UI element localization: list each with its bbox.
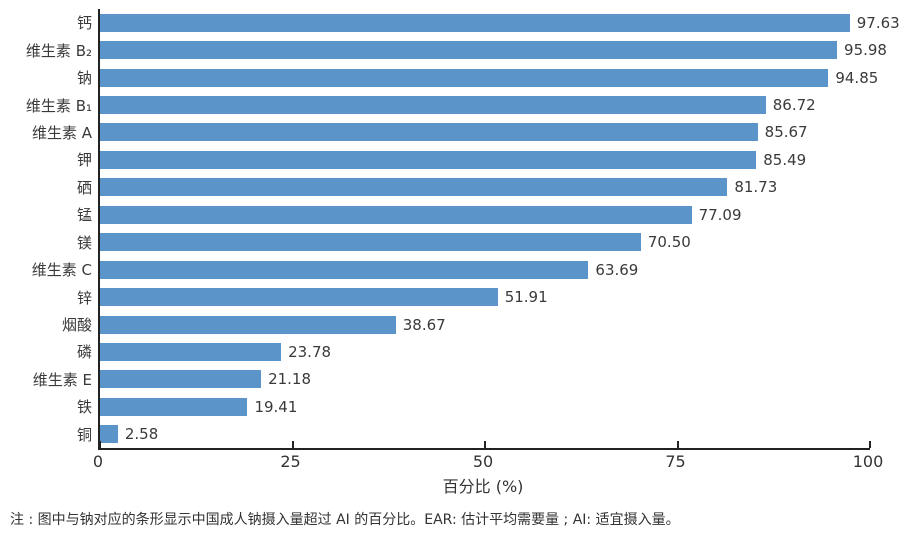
bar [98,150,757,169]
tick-label: 25 [280,452,301,471]
bar-track: 19.41 [98,393,868,420]
chart-row: 硒 81.73 [0,174,880,201]
value-label: 86.72 [772,96,816,115]
chart-row: 维生素 B₁ 86.72 [0,91,880,118]
category-label: 磷 [76,343,92,362]
chart-row: 维生素 B₂ 95.98 [0,36,887,63]
value-label: 94.85 [835,68,879,87]
value-label: 95.98 [844,41,887,60]
value-label: 38.67 [402,315,446,334]
tick-label: 50 [472,452,494,471]
bar [98,41,838,60]
value-label: 51.91 [504,288,548,307]
chart-row: 铁 19.41 [0,393,880,420]
bar [98,288,498,307]
bar [98,425,118,444]
bar-track: 81.73 [98,174,868,201]
tick-label: 0 [92,452,104,471]
chart-row: 铜 2.58 [0,421,880,448]
chart-row: 锌 51.91 [0,283,880,310]
value-label: 23.78 [288,342,332,361]
value-label: 77.09 [698,205,742,224]
value-label: 70.50 [647,233,691,252]
category-label: 硒 [76,178,92,197]
bar-track: 86.72 [98,91,868,118]
bar [98,370,262,389]
bar-track: 63.69 [98,256,868,283]
tick-label: 75 [665,452,686,471]
tick-label: 100 [852,452,884,471]
category-label: 维生素 A [31,123,92,142]
value-label: 85.49 [763,150,807,169]
category-label: 烟酸 [61,316,92,335]
category-label: 钾 [76,151,92,170]
bar-track: 38.67 [98,311,868,338]
category-label: 锌 [76,288,92,307]
chart-row: 维生素 A 85.67 [0,119,880,146]
category-label: 维生素 C [31,261,92,280]
bar-track: 2.58 [98,421,868,448]
bar [98,178,728,197]
bar-track: 97.63 [98,9,900,36]
chart-row: 维生素 C 63.69 [0,256,880,283]
x-axis-title: 百分比 (%) [442,477,524,496]
bar [98,397,248,416]
value-label: 81.73 [734,178,778,197]
value-label: 21.18 [268,370,312,389]
bar [98,233,641,252]
category-label: 维生素 B₁ [25,96,92,115]
chart-row: 锰 77.09 [0,201,880,228]
bar-track: 94.85 [98,64,878,91]
category-label: 维生素 B₂ [25,41,92,60]
bar-track: 77.09 [98,201,868,228]
chart-footnote: 注 : 图中与钠对应的条形显示中国成人钠摄入量超过 AI 的百分比。EAR: 估… [10,512,680,528]
value-label: 63.69 [595,260,639,279]
bar [98,260,589,279]
bar-track: 70.50 [98,229,868,256]
chart-row: 钙 97.63 [0,9,900,36]
category-label: 维生素 E [32,370,92,389]
category-label: 镁 [76,233,92,252]
bar [98,205,692,224]
chart-row: 烟酸 38.67 [0,311,880,338]
value-label: 2.58 [124,425,159,444]
chart-row: 维生素 E 21.18 [0,366,880,393]
chart-row: 钠 94.85 [0,64,880,91]
bar-track: 23.78 [98,338,868,365]
value-label: 85.67 [764,123,808,142]
chart-rows: 钙 97.63 维生素 B₂ 95.98 钠 94.85 维生素 B₁ 86.72 维生素 A 8… [0,9,900,448]
bar [98,68,829,87]
bar [98,96,766,115]
bar [98,315,396,334]
category-label: 钠 [76,69,92,88]
x-axis-tick-labels: 0 25 50 75 100 [93,452,883,472]
value-label: 97.63 [856,13,900,32]
category-label: 铜 [76,425,92,444]
chart-row: 钾 85.49 [0,146,880,173]
value-label: 19.41 [254,397,298,416]
chart-row: 镁 70.50 [0,229,880,256]
category-label: 铁 [76,398,92,417]
category-label: 钙 [76,14,92,33]
bar [98,123,758,142]
bar [98,13,850,32]
bar-track: 85.49 [98,146,868,173]
bar-track: 21.18 [98,366,868,393]
bar [98,342,282,361]
category-label: 锰 [76,206,92,225]
bar-track: 85.67 [98,119,868,146]
chart-row: 磷 23.78 [0,338,880,365]
bar-track: 51.91 [98,283,868,310]
bar-track: 95.98 [98,36,887,63]
